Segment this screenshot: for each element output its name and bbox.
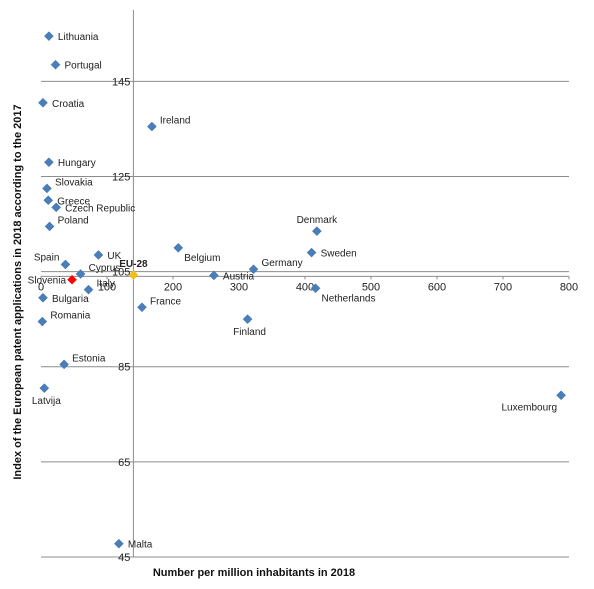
point-label-slovakia: Slovakia [55,177,93,188]
x-tick-label: 800 [560,281,578,293]
point-netherlands [310,283,321,294]
point-label-ireland: Ireland [160,116,191,127]
point-spain [60,259,71,270]
y-tick-label: 125 [112,171,130,183]
x-tick-label: 300 [230,281,248,293]
x-tick-label: 500 [362,281,380,293]
point-label-uk: UK [107,251,121,262]
point-label-belgium: Belgium [184,253,220,264]
point-label-latvija: Latvija [32,396,61,407]
point-italy [83,284,94,295]
point-austria [209,270,219,281]
point-denmark [312,226,322,237]
point-uk [93,250,104,260]
point-label-estonia: Estonia [72,353,106,364]
point-finland [242,314,253,325]
point-estonia [59,359,69,370]
point-germany [248,264,259,275]
point-czech-republic [51,202,62,213]
x-tick-label: 0 [38,281,44,293]
point-label-italy: Italy [97,279,115,290]
point-slovakia [42,183,52,194]
point-greece [43,195,54,206]
point-label-germany: Germany [262,258,303,269]
x-axis-title: Number per million inhabitants in 2018 [153,567,355,579]
point-label-cyprus: Cyprus [89,263,121,274]
point-lithuania [44,31,54,42]
y-tick-label: 45 [118,552,130,564]
point-cyprus [75,269,86,279]
point-label-lithuania: Lithuania [58,32,99,43]
x-tick-label: 400 [296,281,314,293]
point-latvija [39,383,50,393]
point-label-slovenia: Slovenia [28,276,67,287]
point-label-france: France [150,296,182,307]
gridlines [41,80,569,558]
y-tick-label: 85 [118,362,130,374]
data-points: Lithuania Portugal Croatia Ireland Hungary Sl… [28,31,566,551]
point-malta [114,538,124,549]
point-belgium [173,242,184,253]
x-tick-label: 600 [428,281,446,293]
x-tick-label: 200 [164,281,182,293]
point-label-malta: Malta [128,540,153,551]
y-tick-label: 65 [118,457,130,469]
point-romania [37,316,48,327]
point-label-portugal: Portugal [65,61,102,72]
point-luxembourg [556,390,566,401]
point-label-luxembourg: Luxembourg [501,402,557,413]
point-label-poland: Poland [58,215,89,226]
point-eu-28 [128,270,139,280]
point-ireland [147,121,157,132]
point-poland [44,221,55,232]
point-sweden [306,247,317,258]
point-label-denmark: Denmark [297,215,339,226]
x-tick-label: 700 [494,281,512,293]
point-label-bulgaria: Bulgaria [52,294,89,305]
point-label-greece: Greece [57,196,90,207]
x-tick-label: 100 [98,281,116,293]
point-croatia [38,97,48,108]
point-france [137,302,147,313]
point-label-sweden: Sweden [321,249,357,260]
axis-titles: Number per million inhabitants in 2018 I… [12,104,355,579]
point-bulgaria [38,292,48,303]
point-label-romania: Romania [50,311,90,322]
point-portugal [50,59,61,70]
point-slovenia [67,274,77,285]
point-label-hungary: Hungary [58,158,96,169]
point-label-croatia: Croatia [52,99,85,110]
y-axis-title: Index of the European patent application… [12,104,24,479]
axes: 45 65 85 105 125 145 0 100 200 300 400 500 600 700 800 [38,10,578,564]
point-label-eu-28: EU-28 [119,259,148,270]
y-tick-label: 145 [112,76,130,88]
point-label-austria: Austria [223,271,255,282]
point-label-spain: Spain [34,252,60,263]
point-label-czech-republic: Czech Republic [65,203,135,214]
point-hungary [44,157,54,168]
point-label-finland: Finland [233,327,266,338]
y-tick-label: 105 [112,267,130,279]
point-label-netherlands: Netherlands [322,293,376,304]
